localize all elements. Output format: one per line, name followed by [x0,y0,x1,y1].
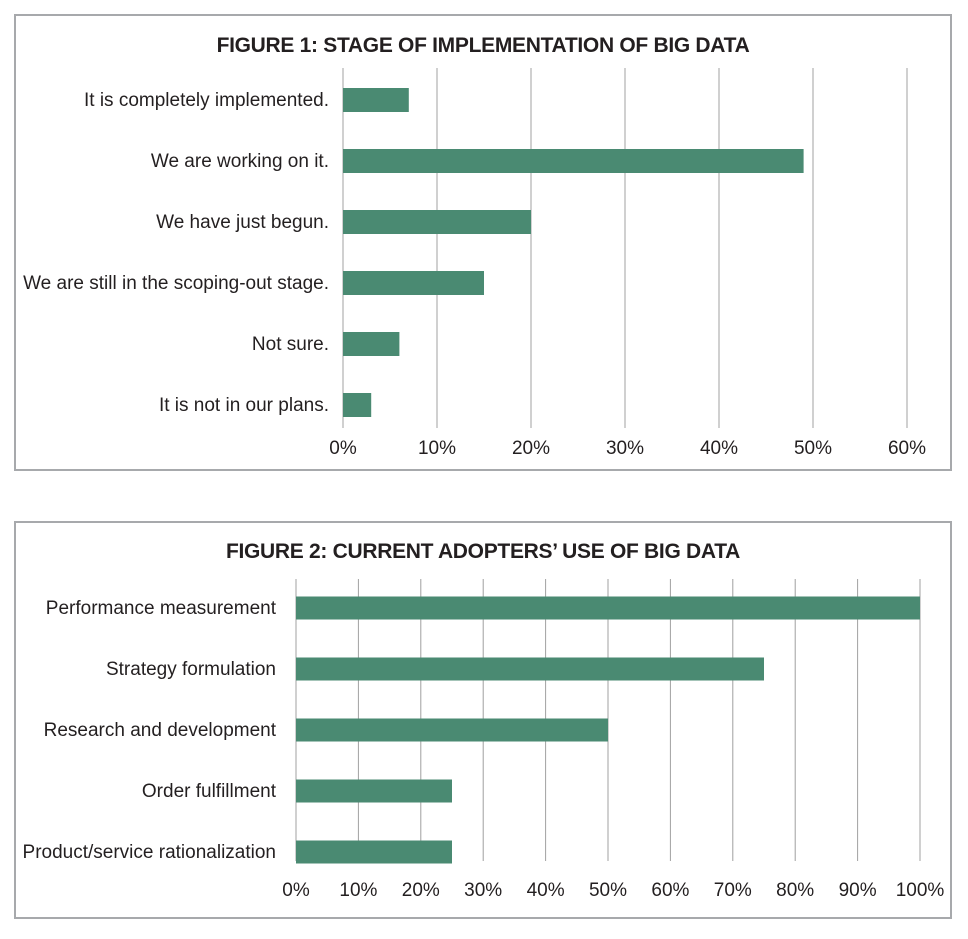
bar [296,718,608,742]
chart-title: FIGURE 2: CURRENT ADOPTERS’ USE OF BIG D… [225,540,741,563]
bar [343,393,372,417]
bar [296,657,764,681]
x-tick-label: 20% [402,880,440,901]
x-tick-label: 60% [888,438,926,459]
x-tick-label: 100% [896,880,945,901]
category-label: Research and development [44,720,277,741]
figure-1-panel: FIGURE 1: STAGE OF IMPLEMENTATION OF BIG… [14,14,952,471]
figure-1-bar-chart: 0% 10% 20% 30% 40% 50% 60% It is completely imp… [23,68,926,459]
bar [296,596,920,620]
x-tick-label: 20% [512,438,550,459]
category-label: Order fulfillment [142,781,277,802]
x-tick-label: 70% [714,880,752,901]
x-tick-label: 40% [527,880,565,901]
bar [343,332,400,356]
x-tick-label: 80% [776,880,814,901]
category-label: We have just begun. [156,212,329,233]
x-tick-label: 30% [464,880,502,901]
bar [343,88,409,112]
bar [343,210,531,234]
category-label: It is not in our plans. [159,395,329,416]
x-tick-label: 0% [329,438,357,459]
category-label: We are working on it. [151,151,329,172]
bar [296,840,452,864]
x-tick-label: 90% [839,880,877,901]
category-label: We are still in the scoping-out stage. [23,273,329,294]
category-label: Product/service rationalization [23,842,276,863]
bar [343,149,804,173]
x-tick-label: 30% [606,438,644,459]
x-tick-label: 0% [282,880,310,901]
category-label: Performance measurement [46,598,277,619]
category-label: Not sure. [252,334,329,355]
category-label: Strategy formulation [106,659,276,680]
x-tick-label: 10% [339,880,377,901]
x-tick-label: 50% [589,880,627,901]
x-tick-label: 10% [418,438,456,459]
x-tick-label: 60% [651,880,689,901]
bar [343,271,484,295]
figure-2-panel: FIGURE 2: CURRENT ADOPTERS’ USE OF BIG D… [14,521,952,919]
x-tick-label: 40% [700,438,738,459]
bar [296,779,452,803]
chart-title: FIGURE 1: STAGE OF IMPLEMENTATION OF BIG… [216,34,750,57]
figure-2-bar-chart: 0% 10% 20% 30% 40% 50% 60% 70% 80% 90% 100% Perform… [23,579,945,901]
x-tick-label: 50% [794,438,832,459]
category-label: It is completely implemented. [84,90,329,111]
